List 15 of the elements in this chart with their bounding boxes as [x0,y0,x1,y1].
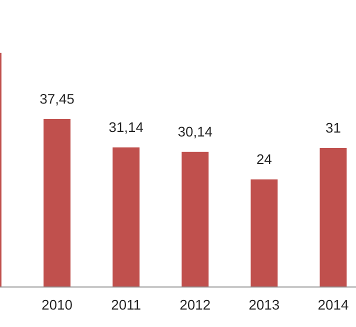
x-tick-label: 2013 [249,300,280,310]
data-label: 24 [257,154,272,164]
x-tick-label: 2010 [42,300,72,310]
data-label: 30,14 [178,126,212,138]
x-tick-label: 2012 [180,300,210,310]
data-label: 37,45 [40,94,74,106]
bar [112,147,140,287]
x-tick-label: 2011 [112,300,140,310]
bar [44,119,70,287]
bar [250,179,278,287]
x-tick-label: 2014 [318,300,348,310]
bar [320,148,347,287]
bar [182,152,209,287]
data-label: 31 [326,122,340,133]
data-label: 31,14 [109,122,144,134]
